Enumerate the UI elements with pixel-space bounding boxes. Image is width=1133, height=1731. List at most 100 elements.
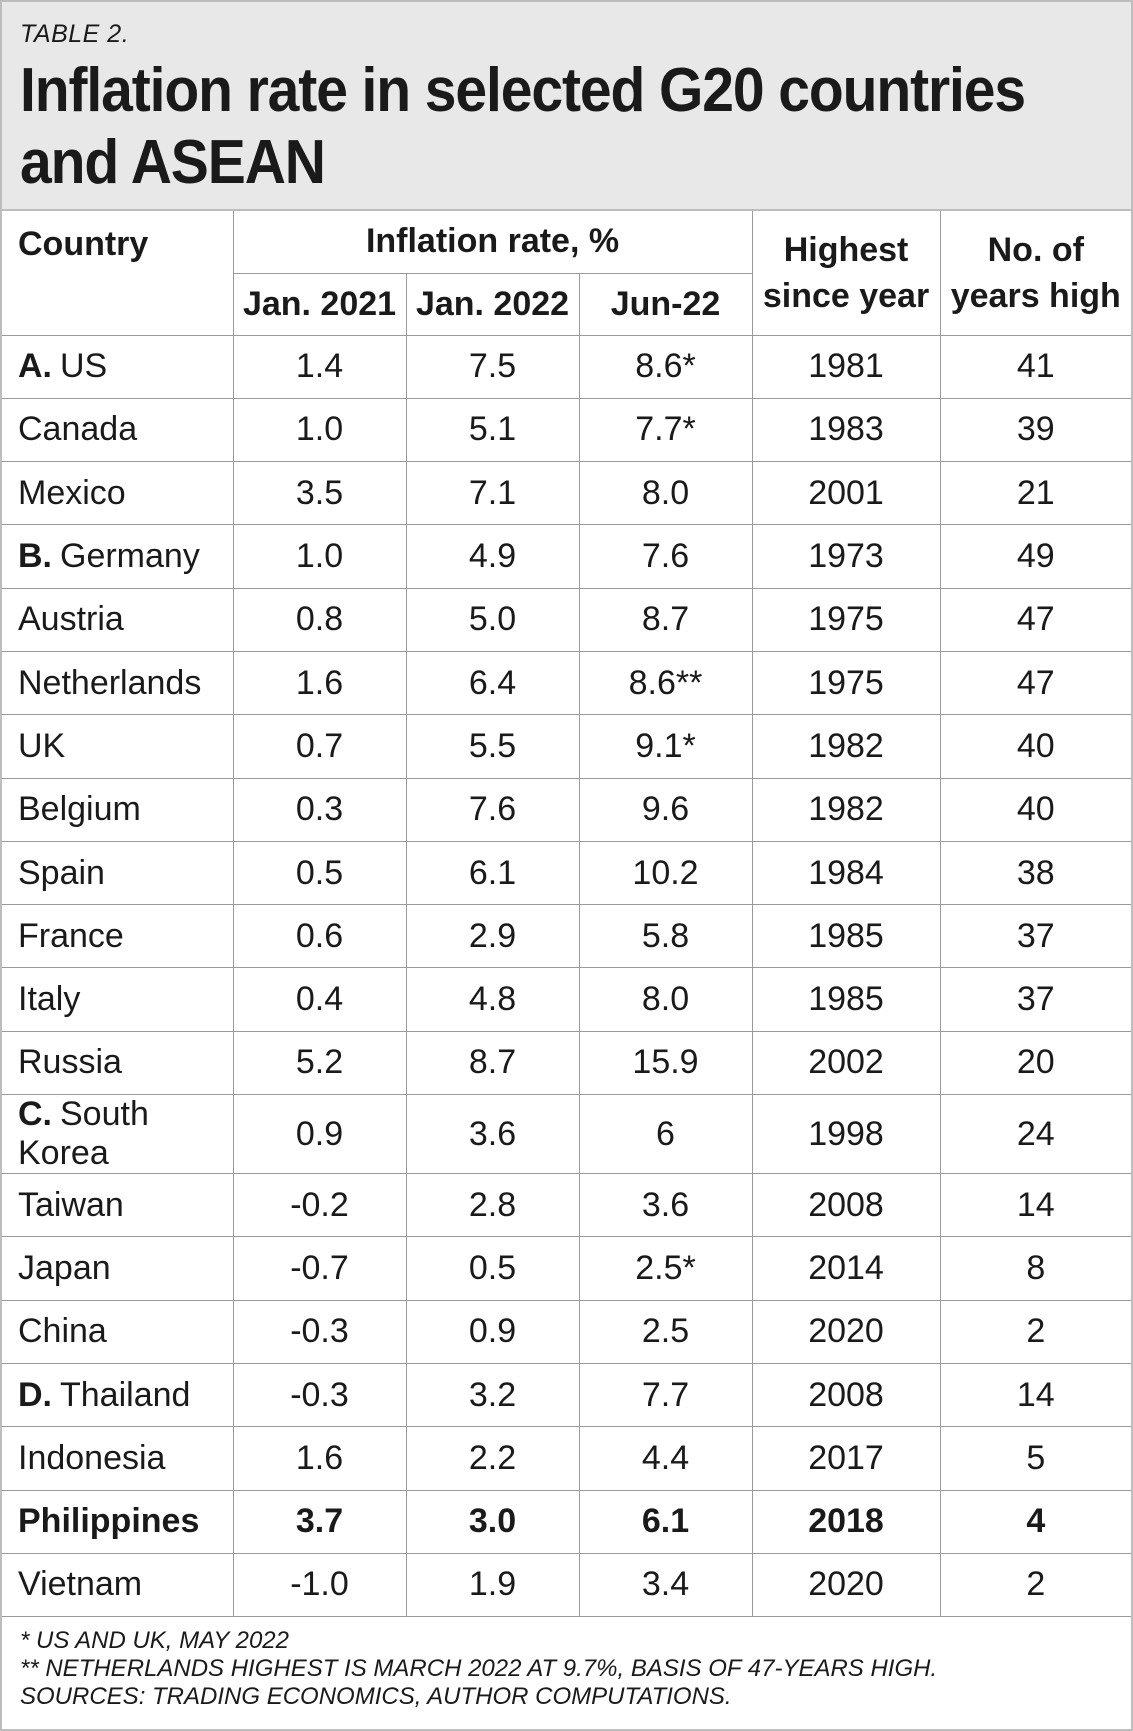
note-3: SOURCES: TRADING ECONOMICS, AUTHOR COMPU… bbox=[20, 1683, 732, 1711]
value-jun-22: 9.6 bbox=[578, 777, 753, 842]
table-notes: * US AND UK, MAY 2022 ** NETHERLANDS HIG… bbox=[2, 1617, 1131, 1711]
table-row: Japan -0.7 0.5 2.5* 2014 8 bbox=[2, 1236, 1132, 1301]
value-jan-2022: 2.9 bbox=[405, 904, 580, 969]
value-years-high: 37 bbox=[939, 904, 1132, 969]
value-jan-2021: -1.0 bbox=[232, 1552, 407, 1618]
value-jan-2021: 0.5 bbox=[232, 840, 407, 906]
country-cell: Taiwan bbox=[2, 1173, 234, 1238]
value-jan-2021: 0.3 bbox=[232, 777, 407, 842]
value-highest-since-year: 2001 bbox=[751, 461, 941, 526]
group-marker: D. bbox=[18, 1375, 52, 1414]
country-cell: Japan bbox=[2, 1236, 234, 1301]
header-jan-2021: Jan. 2021 bbox=[233, 272, 407, 336]
table-title: Inflation rate in selected G20 countries… bbox=[20, 55, 1106, 199]
value-years-high: 47 bbox=[939, 650, 1132, 716]
value-jan-2022: 6.1 bbox=[405, 840, 580, 906]
value-highest-since-year: 1981 bbox=[751, 334, 941, 399]
value-jan-2021: 3.7 bbox=[232, 1489, 407, 1554]
table-row: Indonesia 1.6 2.2 4.4 2017 5 bbox=[2, 1426, 1132, 1491]
country-name: Russia bbox=[18, 1043, 122, 1082]
country-name: Netherlands bbox=[18, 663, 202, 702]
country-name: China bbox=[18, 1312, 107, 1351]
value-years-high: 40 bbox=[939, 714, 1132, 779]
value-highest-since-year: 1983 bbox=[751, 397, 941, 463]
country-name: Japan bbox=[18, 1249, 111, 1287]
value-jun-22: 4.4 bbox=[578, 1426, 753, 1491]
value-jun-22: 7.6 bbox=[578, 524, 753, 589]
table-row: China -0.3 0.9 2.5 2020 2 bbox=[2, 1299, 1132, 1364]
country-cell: Belgium bbox=[2, 777, 234, 842]
value-jan-2022: 3.6 bbox=[405, 1094, 580, 1175]
table-row: Canada 1.0 5.1 7.7* 1983 39 bbox=[2, 397, 1132, 463]
header-highest-line-2: since year bbox=[762, 276, 930, 315]
table-row: C. South Korea 0.9 3.6 6 1998 24 bbox=[2, 1094, 1132, 1175]
country-cell: Russia bbox=[2, 1030, 234, 1096]
country-name: Taiwan bbox=[18, 1185, 124, 1224]
value-jan-2021: 5.2 bbox=[232, 1030, 407, 1096]
value-jun-22: 7.7* bbox=[578, 397, 753, 463]
country-cell: Indonesia bbox=[2, 1426, 234, 1491]
value-jun-22: 6 bbox=[578, 1094, 753, 1175]
table-row: Spain 0.5 6.1 10.2 1984 38 bbox=[2, 840, 1132, 906]
value-highest-since-year: 2008 bbox=[751, 1362, 941, 1428]
header-highest-since-year: Highest since year bbox=[751, 211, 941, 336]
country-cell: A. US bbox=[2, 334, 234, 399]
value-years-high: 14 bbox=[939, 1362, 1132, 1428]
value-jun-22: 7.7 bbox=[578, 1362, 753, 1428]
value-jun-22: 15.9 bbox=[578, 1030, 753, 1096]
country-name: France bbox=[18, 916, 124, 955]
value-highest-since-year: 2008 bbox=[751, 1173, 941, 1238]
table-row: Vietnam -1.0 1.9 3.4 2020 2 bbox=[2, 1552, 1132, 1618]
value-years-high: 20 bbox=[939, 1030, 1132, 1096]
value-highest-since-year: 1982 bbox=[751, 777, 941, 842]
inflation-table: Country Inflation rate, % Highest since … bbox=[2, 211, 1132, 1618]
country-cell: Austria bbox=[2, 587, 234, 652]
header-highest-line-1: Highest bbox=[783, 230, 909, 269]
country-cell: UK bbox=[2, 714, 234, 779]
country-cell: Vietnam bbox=[2, 1552, 234, 1618]
note-1: * US AND UK, MAY 2022 bbox=[20, 1627, 289, 1655]
value-years-high: 14 bbox=[939, 1173, 1132, 1238]
value-highest-since-year: 2014 bbox=[751, 1236, 941, 1301]
table-row: Netherlands 1.6 6.4 8.6** 1975 47 bbox=[2, 650, 1132, 716]
value-highest-since-year: 1975 bbox=[751, 587, 941, 652]
country-cell: France bbox=[2, 904, 234, 969]
value-highest-since-year: 1985 bbox=[751, 904, 941, 969]
table-label: TABLE 2. bbox=[20, 20, 130, 48]
value-highest-since-year: 1975 bbox=[751, 650, 941, 716]
country-cell: Philippines bbox=[2, 1489, 234, 1554]
table-row: Belgium 0.3 7.6 9.6 1982 40 bbox=[2, 777, 1132, 842]
value-jan-2022: 2.2 bbox=[405, 1426, 580, 1491]
table-row: A. US 1.4 7.5 8.6* 1981 41 bbox=[2, 334, 1132, 399]
value-years-high: 5 bbox=[939, 1426, 1132, 1491]
table-row: France 0.6 2.9 5.8 1985 37 bbox=[2, 904, 1132, 969]
value-jun-22: 8.0 bbox=[578, 461, 753, 526]
value-years-high: 39 bbox=[939, 397, 1132, 463]
value-years-high: 49 bbox=[939, 524, 1132, 589]
value-highest-since-year: 2018 bbox=[751, 1489, 941, 1554]
title-line-2: and ASEAN bbox=[20, 128, 326, 197]
value-highest-since-year: 1985 bbox=[751, 967, 941, 1032]
country-name: Canada bbox=[18, 410, 138, 449]
country-name: Belgium bbox=[18, 790, 141, 829]
value-years-high: 8 bbox=[939, 1236, 1132, 1301]
value-jun-22: 8.0 bbox=[578, 967, 753, 1032]
value-jan-2021: 0.6 bbox=[232, 904, 407, 969]
country-cell: Netherlands bbox=[2, 650, 234, 716]
country-cell: Spain bbox=[2, 840, 234, 906]
note-2: ** NETHERLANDS HIGHEST IS MARCH 2022 AT … bbox=[20, 1655, 938, 1683]
value-years-high: 37 bbox=[939, 967, 1132, 1032]
header-inflation-rate: Inflation rate, % bbox=[232, 211, 753, 274]
value-jan-2022: 3.0 bbox=[405, 1489, 580, 1554]
value-highest-since-year: 2017 bbox=[751, 1426, 941, 1491]
value-jan-2022: 0.5 bbox=[405, 1236, 580, 1301]
value-jan-2021: -0.3 bbox=[232, 1362, 407, 1428]
group-marker: A. bbox=[18, 347, 52, 386]
header-years-high: No. of years high bbox=[939, 211, 1132, 336]
country-cell: B. Germany bbox=[2, 524, 234, 589]
value-jun-22: 5.8 bbox=[578, 904, 753, 969]
value-jun-22: 8.6* bbox=[578, 334, 753, 399]
country-name: Italy bbox=[18, 980, 81, 1019]
value-jan-2022: 5.1 bbox=[405, 397, 580, 463]
value-jan-2022: 0.9 bbox=[405, 1299, 580, 1364]
